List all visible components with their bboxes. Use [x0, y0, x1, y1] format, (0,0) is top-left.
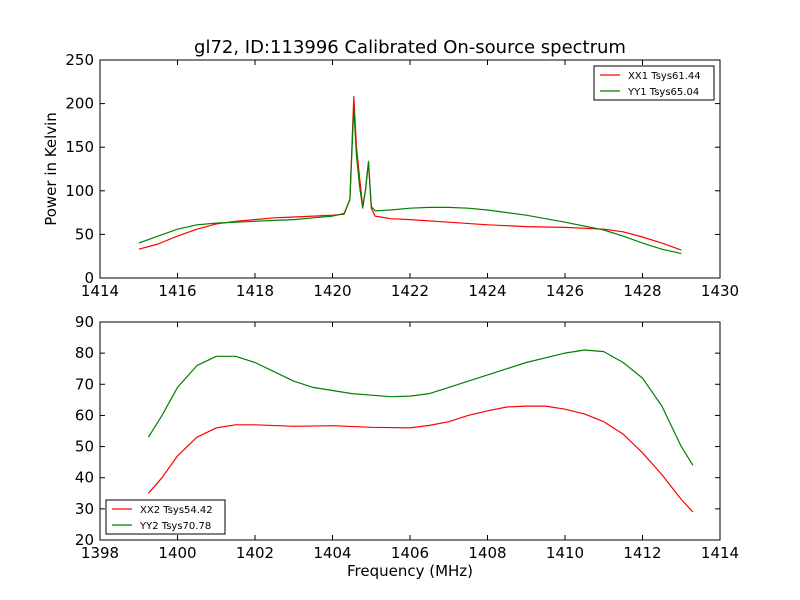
y-tick-label: 90 — [75, 313, 94, 331]
x-tick-label: 1418 — [236, 282, 274, 300]
y-tick-label: 0 — [84, 269, 94, 287]
x-tick-label: 1430 — [701, 282, 739, 300]
chart-title: gl72, ID:113996 Calibrated On-source spe… — [194, 37, 626, 58]
x-tick-label: 1414 — [81, 282, 119, 300]
y-tick-label: 60 — [75, 406, 94, 424]
y-tick-label: 20 — [75, 531, 94, 549]
y-tick-label: 50 — [75, 225, 94, 243]
series-line-1 — [138, 95, 682, 251]
plot-frame — [99, 321, 721, 541]
legend-box — [593, 65, 715, 101]
x-tick-label: 1422 — [391, 282, 429, 300]
legend-label: YY1 Tsys65.04 — [627, 87, 699, 98]
x-tick-label: 1410 — [546, 544, 584, 562]
x-tick-label: 1398 — [81, 544, 119, 562]
x-tick-label: 1406 — [391, 544, 429, 562]
top-spectrum-panel: 1414 1416 1418 1420 1422 1424 1426 1428 1430 0 50 1… — [65, 51, 739, 300]
series-line-2 — [138, 107, 682, 255]
y-axis-label: Power in Kelvin — [42, 112, 60, 226]
series-line-2 — [147, 349, 694, 466]
y-tick-label: 70 — [75, 375, 94, 393]
series-line-1 — [147, 405, 694, 513]
x-tick-label: 1412 — [623, 544, 661, 562]
legend-label: XX2 Tsys54.42 — [140, 505, 213, 516]
legend-label: XX1 Tsys61.44 — [628, 71, 701, 82]
x-tick-label: 1428 — [623, 282, 661, 300]
legend-label: YY2 Tsys70.78 — [139, 521, 211, 532]
y-tick-label: 100 — [65, 182, 94, 200]
x-axis-label: Frequency (MHz) — [347, 562, 473, 580]
legend-box — [105, 499, 226, 535]
x-tick-label: 1404 — [313, 544, 351, 562]
x-tick-label: 1414 — [701, 544, 739, 562]
y-tick-label: 200 — [65, 95, 94, 113]
y-tick-label: 50 — [75, 438, 94, 456]
plot-frame — [99, 59, 721, 279]
x-tick-label: 1424 — [468, 282, 506, 300]
y-tick-label: 80 — [75, 344, 94, 362]
y-tick-label: 150 — [65, 138, 94, 156]
x-tick-label: 1402 — [236, 544, 274, 562]
x-tick-label: 1426 — [546, 282, 584, 300]
x-tick-label: 1416 — [158, 282, 196, 300]
y-tick-label: 30 — [75, 500, 94, 518]
bottom-spectrum-panel: 1398 1400 1402 1404 1406 1408 1410 1412 1414 20 30… — [75, 313, 739, 562]
x-tick-label: 1420 — [313, 282, 351, 300]
y-tick-label: 40 — [75, 469, 94, 487]
y-tick-label: 250 — [65, 51, 94, 69]
x-tick-label: 1400 — [158, 544, 196, 562]
x-tick-label: 1408 — [468, 544, 506, 562]
